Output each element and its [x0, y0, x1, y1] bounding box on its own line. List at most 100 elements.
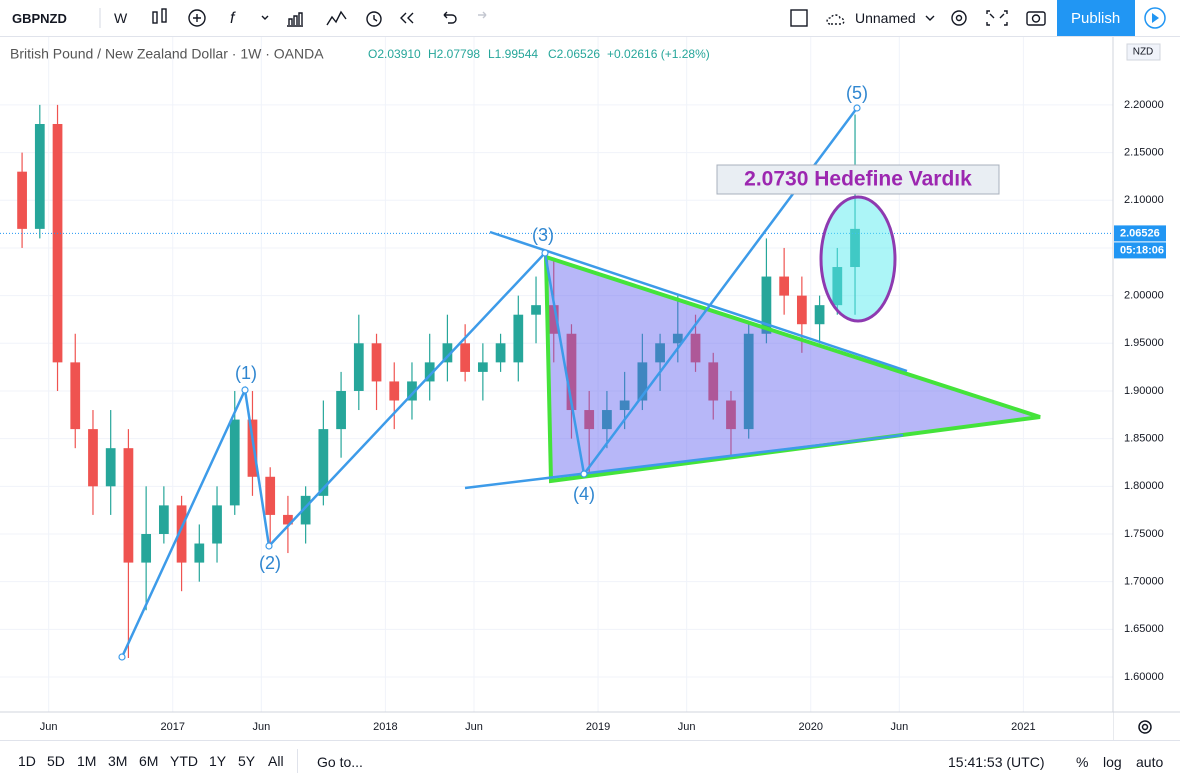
- x-tick-label: Jun: [465, 721, 483, 733]
- candle-body: [353, 343, 364, 391]
- candles: [0, 104, 1113, 658]
- percent-toggle[interactable]: %: [1076, 753, 1089, 770]
- candle-body: [300, 495, 311, 525]
- candle-body: [690, 333, 701, 363]
- candle-body: [814, 305, 825, 325]
- goto[interactable]: Go to...: [317, 753, 363, 770]
- candle-body: [602, 410, 612, 430]
- settings-icon[interactable]: [1138, 720, 1152, 734]
- candle-body: [52, 123, 63, 363]
- range-button[interactable]: All: [268, 753, 284, 769]
- wave-label: (4): [573, 484, 595, 504]
- grid: [0, 37, 1113, 712]
- candle-body: [336, 390, 346, 430]
- ohlc: L1.99544: [488, 47, 538, 61]
- wave-label: (3): [532, 225, 554, 245]
- candle-body: [460, 343, 471, 372]
- y-tick-label: 1.90000: [1124, 385, 1164, 397]
- x-tick-label: 2020: [798, 721, 822, 733]
- countdown-box: [1114, 242, 1166, 259]
- x-tick-label: 2021: [1011, 721, 1035, 733]
- interval[interactable]: W: [114, 10, 128, 26]
- range-button[interactable]: 1Y: [209, 753, 227, 769]
- handle: [541, 249, 549, 257]
- ohlc: H2.07798: [428, 47, 480, 61]
- candle-body: [389, 381, 400, 401]
- y-tick-label: 1.80000: [1124, 480, 1164, 492]
- candle-body: [424, 362, 435, 382]
- y-tick-label: 2.20000: [1124, 99, 1164, 111]
- y-tick-label: 1.75000: [1124, 528, 1164, 540]
- handle: [580, 470, 588, 478]
- trend-line: [489, 230, 908, 373]
- candle-body: [584, 410, 595, 430]
- countdown: 05:18:06: [1120, 244, 1164, 256]
- range-button[interactable]: 5Y: [238, 753, 256, 769]
- range-button[interactable]: 3M: [108, 753, 128, 769]
- separator: [297, 749, 298, 773]
- y-tick-label: 2.10000: [1124, 194, 1164, 206]
- candle-body: [779, 276, 790, 296]
- currency-box: [1126, 43, 1161, 61]
- y-tick-label: 1.70000: [1124, 576, 1164, 588]
- candle-body: [655, 343, 665, 363]
- candle-body: [531, 305, 541, 315]
- y-tick-label: 2.00000: [1124, 290, 1164, 302]
- x-tick-label: 2018: [373, 721, 397, 733]
- candle-body: [105, 448, 116, 487]
- x-tick-label: Jun: [890, 721, 908, 733]
- annotation: 2.0730 Hedefine Vardık: [744, 168, 972, 191]
- wave-label: (1): [235, 363, 257, 383]
- candle-body: [796, 295, 807, 325]
- candle-body: [158, 505, 169, 534]
- range-button[interactable]: 6M: [139, 753, 159, 769]
- log-toggle[interactable]: log: [1103, 753, 1122, 770]
- ohlc: O2.03910: [368, 47, 421, 61]
- y-tick-label: 1.65000: [1124, 623, 1164, 635]
- layout-name[interactable]: Unnamed: [855, 10, 916, 26]
- candle-body: [283, 514, 293, 525]
- candle-body: [761, 276, 772, 334]
- range-button[interactable]: 1D: [18, 753, 36, 769]
- auto-toggle[interactable]: auto: [1136, 753, 1164, 770]
- candle-body: [194, 543, 205, 563]
- trend-line: [464, 433, 904, 490]
- candle-body: [637, 362, 648, 401]
- currency: NZD: [1133, 47, 1154, 58]
- drawings: (1) (2) (3) (4) (5) 2.0730 Hedefine Vard…: [118, 83, 1041, 661]
- handles: [118, 104, 861, 661]
- candle-body: [743, 333, 754, 430]
- handle: [265, 542, 273, 550]
- range-button[interactable]: 5D: [47, 753, 65, 769]
- chart-title: British Pound / New Zealand Dollar · 1W …: [10, 46, 324, 62]
- y-tick-label: 1.95000: [1124, 337, 1164, 349]
- top-toolbar: GBPNZD W f Unnamed Publish: [0, 0, 1180, 37]
- toolbar-icons: f: [99, 0, 1166, 36]
- axes: 1.60000 1.65000 1.70000 1.75000 1.80000 1.850…: [40, 99, 1166, 733]
- ohlc: C2.06526: [548, 47, 600, 61]
- candle-body: [176, 505, 187, 563]
- candle-body: [708, 362, 719, 401]
- candle-body: [619, 400, 630, 411]
- last-price: 2.06526: [1120, 227, 1160, 239]
- candle-body: [34, 123, 45, 229]
- ellipse: [819, 195, 897, 323]
- candle-body: [88, 429, 98, 487]
- candle-body: [566, 333, 577, 411]
- candle-body: [548, 305, 559, 334]
- candle-body: [495, 343, 506, 363]
- candle-body: [229, 419, 240, 506]
- symbol[interactable]: GBPNZD: [12, 10, 67, 26]
- range-button[interactable]: YTD: [170, 753, 198, 769]
- wave-label: (5): [846, 83, 868, 103]
- price-axis: [1113, 37, 1180, 740]
- candle-body: [407, 381, 417, 401]
- publish-button[interactable]: Publish: [1071, 9, 1121, 27]
- candle-body: [318, 429, 329, 496]
- candle-body: [442, 343, 453, 363]
- range-button[interactable]: 1M: [77, 753, 97, 769]
- handle: [853, 104, 861, 112]
- y-tick-label: 1.60000: [1124, 671, 1164, 683]
